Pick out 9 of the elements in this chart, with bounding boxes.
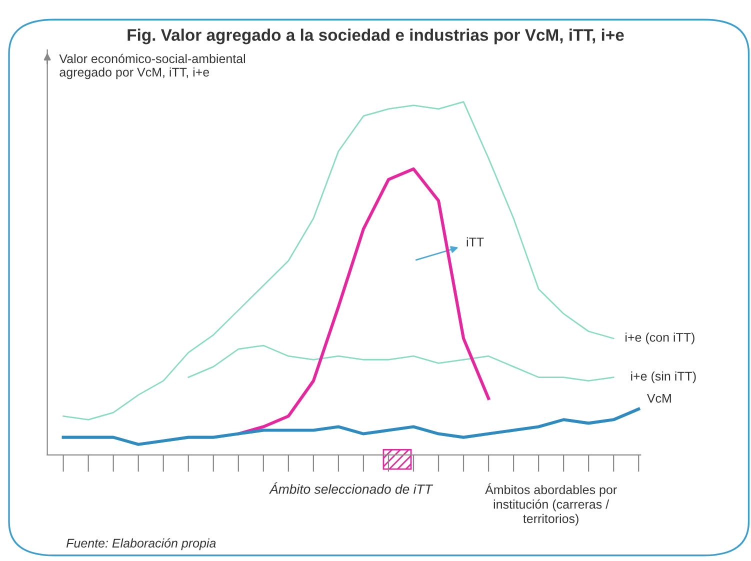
text: Ámbitos abordables por institución (carreras / territorios) xyxy=(485,483,617,526)
series-label: i+e (con iTT) xyxy=(626,332,694,344)
series-label: iTT xyxy=(466,237,484,246)
series-label: i+e (sin iTT) xyxy=(631,371,696,384)
text: Ámbito seleccionado de iTT xyxy=(269,482,434,494)
source-note: Fuente: Elaboración propia xyxy=(66,538,216,550)
y-axis-title: Valor económico-social-ambiental agregado por VcM, iTT, i+e xyxy=(59,54,246,80)
chart-title: Fig. Valor agregado a la sociedad e industrias por VcM, iTT, i+e xyxy=(128,28,624,44)
series-label: VcM xyxy=(646,394,671,403)
